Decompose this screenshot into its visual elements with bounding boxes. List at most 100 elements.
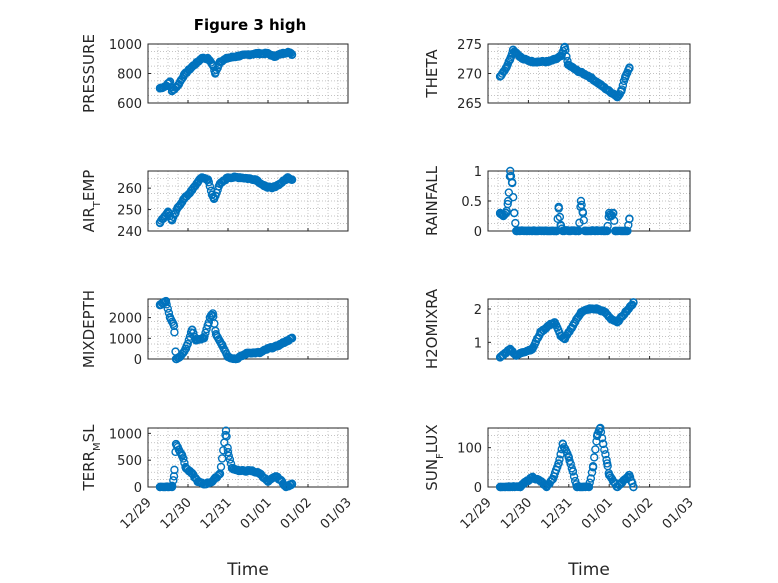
data-point [512, 226, 521, 236]
data-point [600, 445, 609, 454]
data-point [197, 53, 207, 63]
panel-air_temp: 240 250 260 AIRTEMP [80, 170, 349, 240]
data-point [629, 482, 638, 492]
data-point [501, 63, 511, 72]
data-point [607, 314, 616, 324]
data-point [179, 454, 188, 463]
data-point [591, 445, 600, 454]
data-point [287, 175, 297, 184]
data-point [560, 42, 569, 52]
data-point [613, 318, 622, 327]
data-point [209, 194, 219, 204]
x-tick-label: 12/29 [458, 495, 495, 532]
data-point [263, 344, 273, 353]
panel-h2omixra: 1 2 H2OMIXRA [423, 288, 691, 369]
y-tick-label: 500 [117, 454, 142, 469]
data-point [602, 226, 612, 236]
panel-rainfall: 0 0.5 1 RAINFALL [423, 165, 691, 240]
data-point [169, 321, 179, 331]
y-tick-label: 2 [474, 303, 482, 318]
axes-box [147, 427, 349, 488]
x-tick-label: 01/01 [579, 495, 616, 532]
data-point [207, 190, 217, 199]
data-point [528, 472, 537, 482]
data-point [161, 296, 171, 306]
data-point [596, 81, 606, 90]
data-point [247, 466, 257, 476]
data-point [215, 469, 225, 478]
data-point [207, 477, 217, 486]
y-axis-label: H2OMIXRA [423, 288, 441, 369]
data-point [223, 447, 233, 457]
panel-pressure: 600 800 1000 PRESSURE [80, 34, 349, 113]
y-tick-label: 0 [134, 481, 142, 496]
data-point [179, 194, 189, 204]
y-tick-label: 2000 [109, 312, 142, 327]
data-point [171, 354, 181, 364]
data-point [203, 54, 213, 63]
data-point [169, 472, 179, 481]
data-point [223, 53, 233, 63]
data-point [598, 439, 608, 448]
data-point [155, 218, 165, 227]
data-point [183, 339, 192, 349]
data-point [155, 301, 165, 310]
data-point [544, 57, 553, 66]
data-point [623, 226, 632, 236]
y-tick-label: 0.5 [461, 195, 482, 210]
data-point [628, 478, 637, 488]
data-point [267, 183, 277, 193]
data-point [563, 60, 573, 69]
data-point [215, 179, 225, 189]
data-point [572, 482, 582, 492]
x-tick-label: 01/02 [278, 495, 315, 532]
data-point [208, 60, 218, 69]
y-axis-label: AIRTEMP [80, 170, 103, 233]
y-tick-label: 600 [117, 97, 142, 112]
data-point [210, 69, 220, 78]
data-point [203, 175, 213, 184]
data-point [597, 433, 607, 443]
data-point [584, 482, 594, 492]
data-point [187, 469, 197, 478]
data-point [520, 478, 529, 488]
data-point [528, 344, 537, 354]
data-point [557, 445, 566, 454]
panel-sun_flux: 0 100 12/29 12/30 12/31 01/01 01/02 01/03 Time SU… [423, 423, 697, 580]
axes-box [147, 298, 349, 360]
data-point [287, 480, 297, 489]
data-point [287, 50, 297, 59]
x-tick-label: 12/31 [198, 495, 235, 532]
data-point [181, 344, 191, 353]
data-point [578, 208, 588, 218]
x-axis-label: Time [226, 560, 269, 580]
data-point [251, 49, 261, 58]
data-point [618, 81, 628, 90]
x-tick-label: 12/30 [158, 495, 195, 532]
data-point [602, 459, 612, 468]
data-point [243, 348, 253, 357]
y-tick-label: 0 [474, 225, 482, 240]
y-axis-label: PRESSURE [80, 34, 98, 113]
data-point [216, 462, 226, 472]
data-point [235, 466, 245, 476]
data-point [191, 336, 201, 345]
y-tick-label: 270 [457, 68, 482, 83]
data-point [555, 455, 564, 464]
data-point [163, 304, 172, 313]
data-point [173, 203, 183, 212]
data-point [568, 467, 578, 476]
data-point [173, 81, 183, 90]
data-point [574, 226, 584, 236]
data-point [255, 469, 265, 478]
x-tick-label: 01/03 [660, 495, 697, 532]
data-point [215, 57, 225, 66]
data-point [283, 173, 293, 182]
data-point [518, 348, 527, 357]
data-point [576, 308, 586, 317]
data-point [175, 352, 185, 362]
data-point [621, 308, 630, 317]
y-tick-label: 1000 [109, 427, 142, 442]
data-point [548, 474, 557, 484]
data-point [223, 173, 233, 182]
